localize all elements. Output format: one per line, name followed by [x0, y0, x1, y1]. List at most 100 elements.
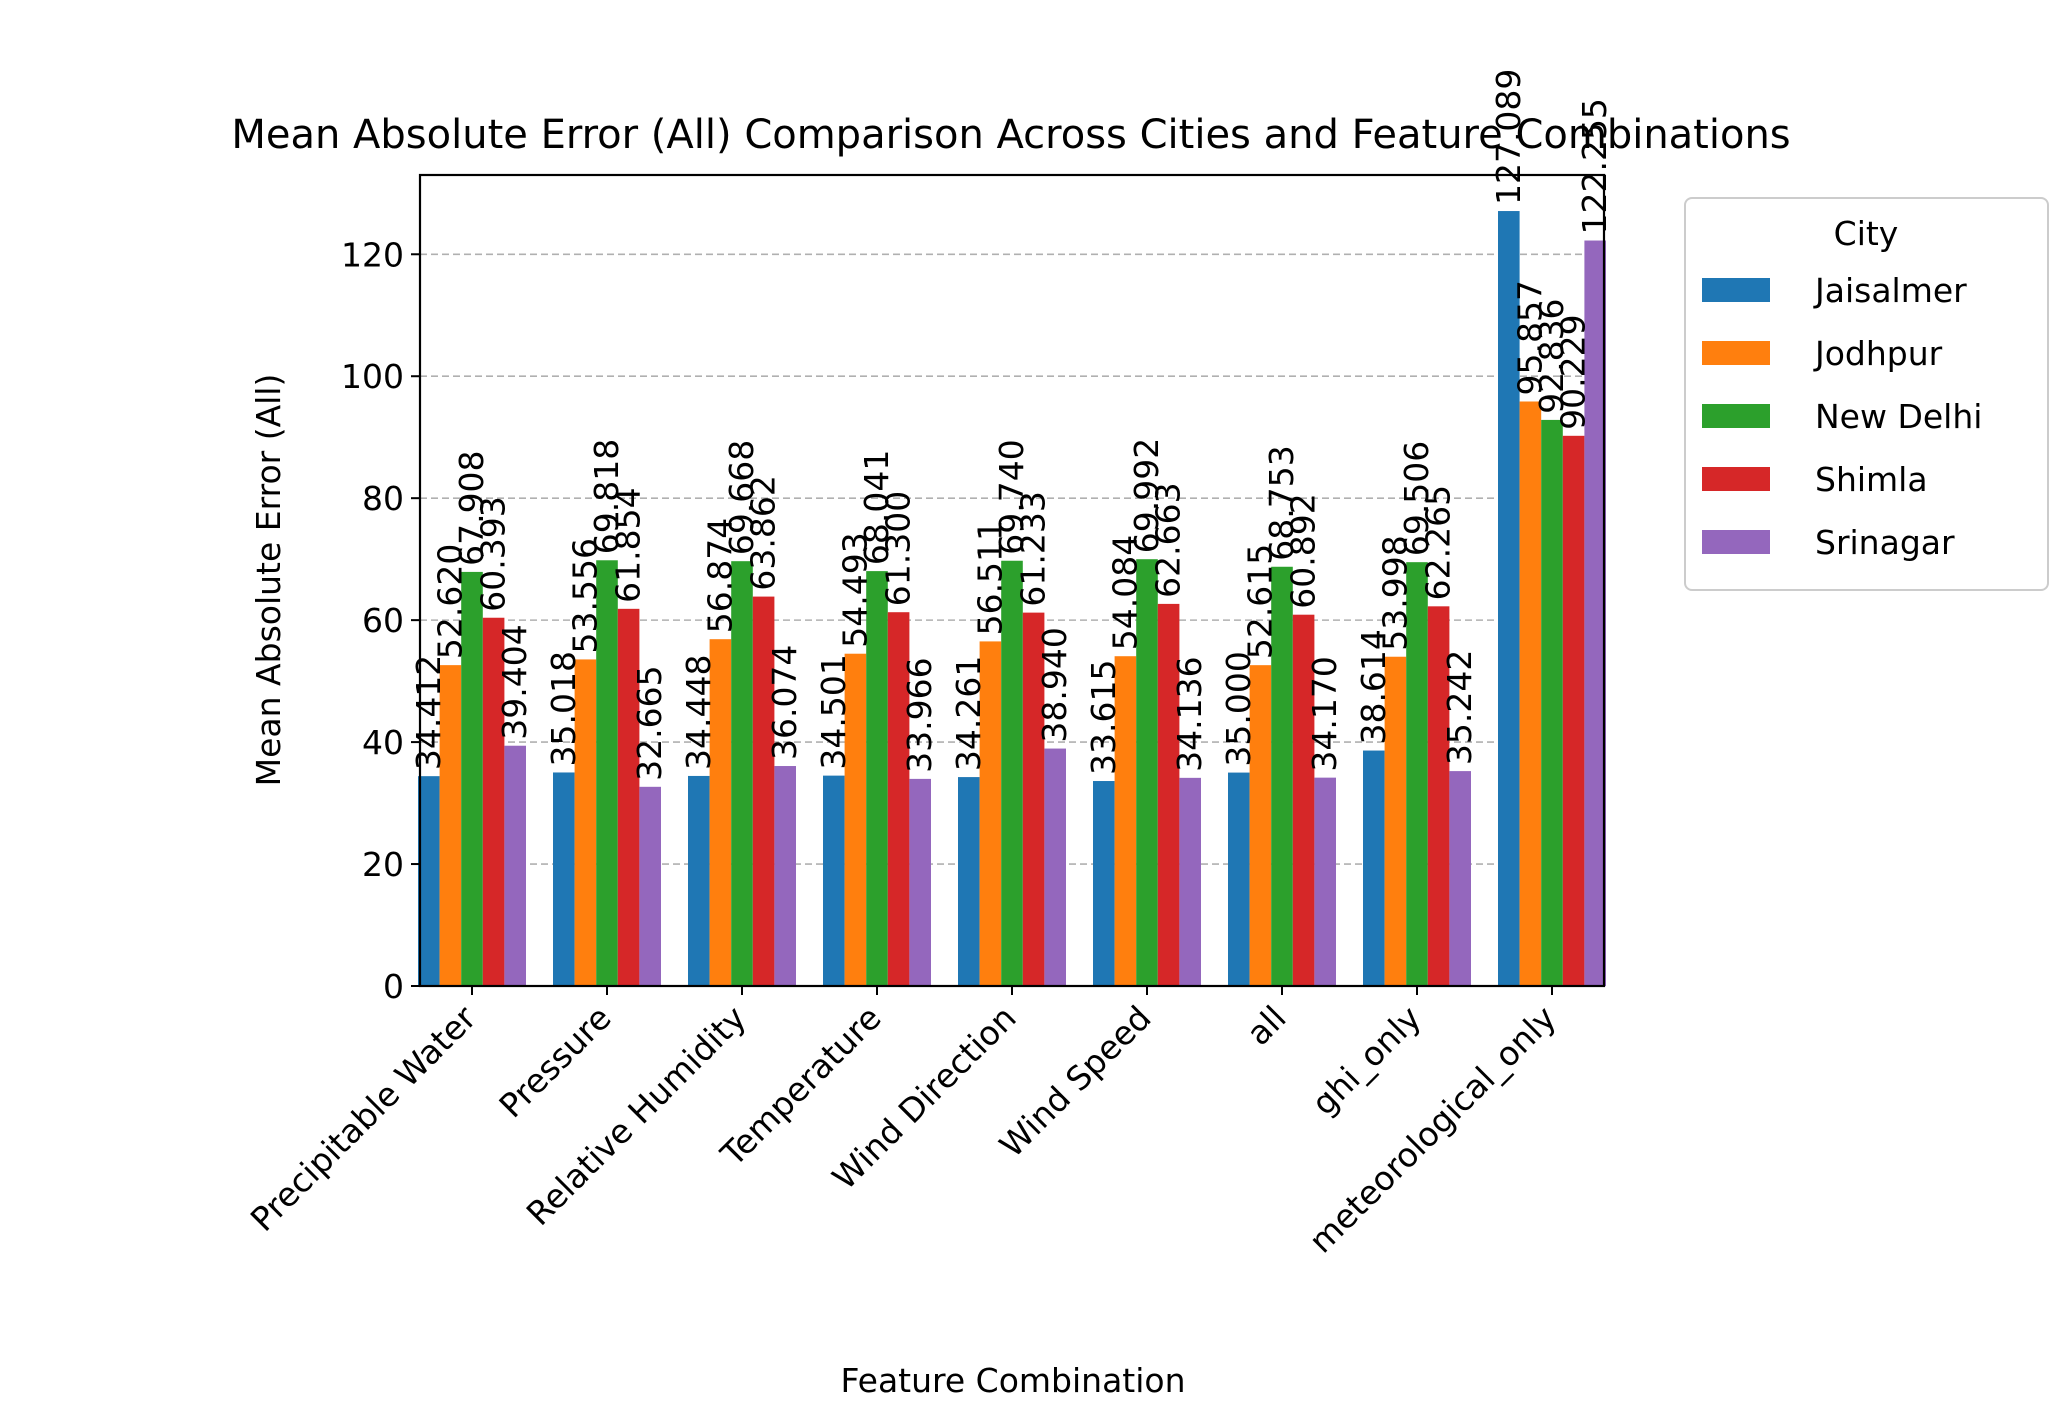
bar [1044, 748, 1066, 986]
data-label: 35.000 [1219, 651, 1258, 766]
bar [1228, 772, 1250, 986]
data-label: 122.255 [1575, 98, 1614, 234]
bar [574, 659, 597, 986]
data-label: 56.511 [970, 520, 1009, 635]
x-tick-label: Pressure [491, 998, 618, 1125]
data-label: 39.404 [495, 624, 534, 739]
bar [1022, 612, 1045, 986]
bar [418, 776, 440, 986]
data-label: 54.493 [835, 532, 874, 647]
bar [709, 639, 732, 986]
data-label: 68.041 [857, 450, 896, 565]
bar [482, 617, 505, 986]
bar [1001, 560, 1023, 986]
bars [418, 211, 1606, 986]
bar [909, 778, 931, 986]
chart-title: Mean Absolute Error (All) Comparison Acr… [231, 112, 1790, 158]
data-label: 69.740 [992, 439, 1031, 554]
y-tick-label: 100 [341, 357, 404, 396]
data-label: 53.556 [565, 538, 604, 653]
bar [844, 653, 867, 986]
bar [1363, 750, 1385, 986]
bar [553, 772, 575, 986]
bar [639, 786, 661, 986]
bar [1519, 401, 1542, 986]
y-axis-label: Mean Absolute Error (All) [249, 374, 288, 787]
x-tick-label: Precipitable Water [243, 998, 484, 1239]
bar [866, 571, 888, 986]
data-label: 62.663 [1149, 482, 1188, 597]
data-label: 38.940 [1035, 627, 1074, 742]
bar [1314, 777, 1336, 986]
legend-entry: New Delhi [1815, 397, 1982, 436]
data-label: 54.084 [1105, 535, 1144, 650]
data-label: 53.998 [1375, 535, 1414, 650]
data-label: 60.393 [474, 496, 513, 611]
bar [731, 561, 753, 986]
bar [1136, 559, 1158, 986]
bar [461, 571, 483, 986]
data-label: 34.412 [409, 655, 448, 770]
data-label: 35.242 [1440, 650, 1479, 765]
bar [1406, 562, 1428, 986]
data-label: 127.089 [1489, 69, 1528, 205]
data-label: 62.265 [1419, 485, 1458, 600]
data-label: 34.501 [814, 654, 853, 769]
y-tick-label: 80 [362, 479, 404, 518]
y-tick-label: 40 [362, 723, 404, 762]
data-label: 68.753 [1262, 445, 1301, 560]
data-label: 52.615 [1240, 544, 1279, 659]
legend-swatch [1702, 404, 1770, 428]
data-label: 38.614 [1354, 629, 1393, 744]
legend-entry: Shimla [1815, 460, 1928, 499]
bar [1498, 211, 1520, 986]
x-axis-label: Feature Combination [840, 1361, 1185, 1400]
bar [1449, 771, 1471, 986]
data-label: 90.229 [1554, 314, 1593, 429]
bar [596, 560, 618, 986]
data-label: 52.620 [430, 544, 469, 659]
bar [439, 665, 462, 986]
bar [887, 612, 910, 986]
data-label: 67.908 [452, 450, 491, 565]
bar [504, 745, 526, 986]
bar [1179, 777, 1201, 986]
x-tick-label: all [1239, 998, 1294, 1053]
data-label: 34.170 [1305, 656, 1344, 771]
x-tick-label: meteorological_only [1301, 998, 1564, 1261]
data-label: 35.018 [544, 651, 583, 766]
bar [1249, 665, 1272, 986]
bar [774, 766, 796, 986]
bar [1427, 606, 1450, 986]
legend: City Jaisalmer Jodhpur New Delhi Shimla Srin… [1684, 197, 2049, 591]
data-label: 92.836 [1532, 298, 1571, 413]
data-label: 69.668 [722, 440, 761, 555]
y-tick-label: 120 [341, 235, 404, 274]
y-tick-label: 60 [362, 601, 404, 640]
data-label: 56.874 [700, 518, 739, 633]
data-label: 69.992 [1127, 438, 1166, 553]
bar [823, 775, 845, 986]
data-label: 63.862 [744, 475, 783, 590]
bar [1292, 614, 1315, 986]
legend-swatch [1702, 467, 1770, 491]
data-label: 36.074 [765, 645, 804, 760]
x-tick-label: ghi_only [1304, 998, 1429, 1123]
data-label: 69.506 [1397, 441, 1436, 556]
bar [1114, 656, 1137, 986]
bar [1584, 240, 1606, 986]
legend-entry: Jodhpur [1813, 334, 1943, 373]
legend-swatch [1702, 341, 1770, 365]
bar [1271, 566, 1293, 986]
data-label: 60.892 [1284, 493, 1323, 608]
bar [1562, 435, 1585, 986]
bar [1384, 656, 1407, 986]
data-label: 33.615 [1084, 660, 1123, 775]
data-label: 61.233 [1014, 491, 1053, 606]
bar [752, 596, 775, 986]
data-label: 34.261 [949, 656, 988, 771]
data-label: 34.136 [1170, 656, 1209, 771]
y-tick-label: 0 [383, 967, 404, 1006]
